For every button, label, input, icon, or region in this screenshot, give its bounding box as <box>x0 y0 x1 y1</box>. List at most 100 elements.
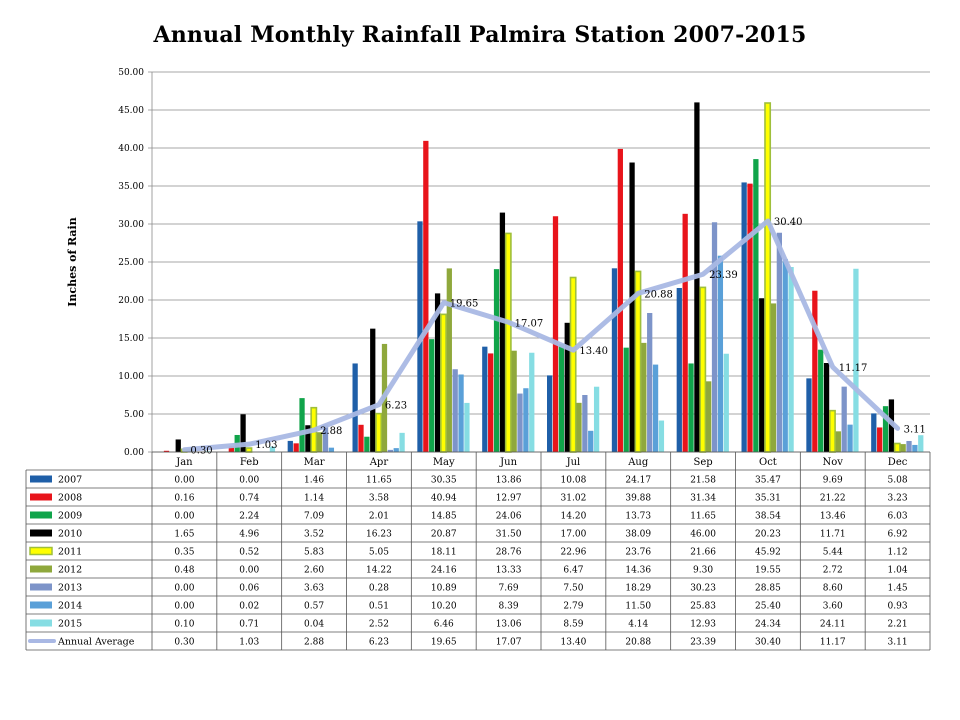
table-cell: 30.23 <box>690 584 716 594</box>
table-cell: 24.34 <box>755 620 781 630</box>
bar-2012-sep <box>706 381 712 452</box>
table-cell: 0.30 <box>174 638 194 648</box>
bar-2013-may <box>452 369 458 452</box>
bar-2012-may <box>446 268 452 452</box>
table-cell: 12.93 <box>690 620 716 630</box>
x-tick-label: Nov <box>823 457 844 468</box>
bar-2013-aug <box>647 312 653 452</box>
table-cell: 0.71 <box>239 620 259 630</box>
bar-2014-jun <box>523 388 529 452</box>
bar-2010-jul <box>564 322 570 452</box>
bar-2010-may <box>434 293 441 452</box>
bar-2013-dec <box>906 440 912 452</box>
table-cell: 9.30 <box>693 566 713 576</box>
y-tick-label: 35.00 <box>118 182 144 192</box>
bar-2014-nov <box>847 424 853 452</box>
table-cell: 0.93 <box>888 602 908 612</box>
table-cell: 3.23 <box>888 494 908 504</box>
table-cell: 10.20 <box>431 602 457 612</box>
bar-2014-jul <box>588 430 594 452</box>
x-tick-label: Sep <box>693 457 712 468</box>
bar-2009-dec <box>882 406 889 452</box>
table-cell: 0.00 <box>174 476 194 486</box>
legend-swatch-2009 <box>30 511 52 519</box>
bar-2011-dec <box>893 442 901 453</box>
bar-2010-nov <box>823 363 830 452</box>
table-cell: 24.06 <box>496 512 522 522</box>
table-cell: 2.88 <box>304 638 324 648</box>
bar-2015-jun <box>529 352 535 452</box>
bar-2011-nov <box>829 409 836 453</box>
average-data-label: 19.65 <box>450 299 479 310</box>
bar-2008-jan <box>163 450 170 452</box>
average-data-label: 2.88 <box>320 426 342 437</box>
average-data-label: 0.30 <box>190 446 212 457</box>
average-data-label: 23.39 <box>709 270 738 281</box>
table-cell: 11.65 <box>366 476 392 486</box>
bar-2012-jul <box>576 402 582 452</box>
bar-2009-jun <box>493 269 500 452</box>
bar-2010-mar <box>305 425 311 452</box>
bar-2015-dec <box>918 435 924 452</box>
bar-2008-jun <box>488 353 494 452</box>
bar-2009-mar <box>299 398 305 452</box>
y-tick-label: 40.00 <box>118 144 144 154</box>
average-line <box>181 218 901 453</box>
table-cell: 39.88 <box>625 494 651 504</box>
y-tick-label: 5.00 <box>124 410 144 420</box>
bar-2011-feb <box>245 447 253 453</box>
table-cell: 7.09 <box>304 512 324 522</box>
legend-swatch-2011 <box>29 546 53 556</box>
table-cell: 16.23 <box>366 530 392 540</box>
bar-2008-feb <box>228 446 234 452</box>
bar-2007-jun <box>482 346 488 452</box>
bar-2013-mar <box>322 424 329 452</box>
legend-swatch-2007 <box>30 475 52 483</box>
bar-2011-sep <box>699 286 707 453</box>
bar-2010-jun <box>499 212 506 452</box>
table-cell: 25.83 <box>690 602 716 612</box>
bar-2014-sep <box>717 255 724 452</box>
table-cell: 2.72 <box>823 566 843 576</box>
table-cell: 3.63 <box>304 584 324 594</box>
y-tick-label: 30.00 <box>118 220 144 230</box>
average-data-label: 11.17 <box>839 363 868 374</box>
table-cell: 0.04 <box>304 620 324 630</box>
table-cell: 18.11 <box>431 548 457 558</box>
bar-2009-aug <box>623 347 629 452</box>
bar-2015-apr <box>399 432 405 452</box>
table-cell: 5.08 <box>888 476 908 486</box>
y-tick-label: 10.00 <box>118 372 144 382</box>
bar-2013-nov <box>841 386 847 452</box>
average-data-label: 30.40 <box>774 217 803 228</box>
y-axis-label: Inches of Rain <box>66 217 79 306</box>
bar-2008-jul <box>552 216 559 452</box>
table-cell: 8.39 <box>499 602 519 612</box>
table-cell: 6.03 <box>888 512 908 522</box>
bar-2010-apr <box>370 328 376 452</box>
table-cell: 7.69 <box>499 584 519 594</box>
table-cell: 31.34 <box>690 494 716 504</box>
table-cell: 1.12 <box>888 548 908 558</box>
legend-swatch-2015 <box>30 619 52 627</box>
x-tick-label: Jan <box>175 457 193 468</box>
table-cell: 45.92 <box>755 548 781 558</box>
x-tick-label: Jul <box>566 457 581 468</box>
x-tick-label: Oct <box>759 457 777 468</box>
table-cell: 13.73 <box>625 512 651 522</box>
table-cell: 6.92 <box>888 530 908 540</box>
table-cell: 0.51 <box>369 602 389 612</box>
bar-2009-sep <box>688 363 694 452</box>
table-cell: 31.50 <box>496 530 522 540</box>
bar-2008-nov <box>812 290 818 452</box>
bar-2007-aug <box>611 268 618 452</box>
y-tick-label: 45.00 <box>118 106 144 116</box>
legend-name: 2009 <box>58 511 82 522</box>
y-tick-label: 15.00 <box>118 334 144 344</box>
table-cell: 17.00 <box>561 530 587 540</box>
table-cell: 2.79 <box>563 602 583 612</box>
bar-2008-oct <box>747 183 753 453</box>
average-data-label: 1.03 <box>255 440 277 451</box>
table-cell: 35.47 <box>755 476 781 486</box>
legend-name: 2008 <box>58 493 82 504</box>
